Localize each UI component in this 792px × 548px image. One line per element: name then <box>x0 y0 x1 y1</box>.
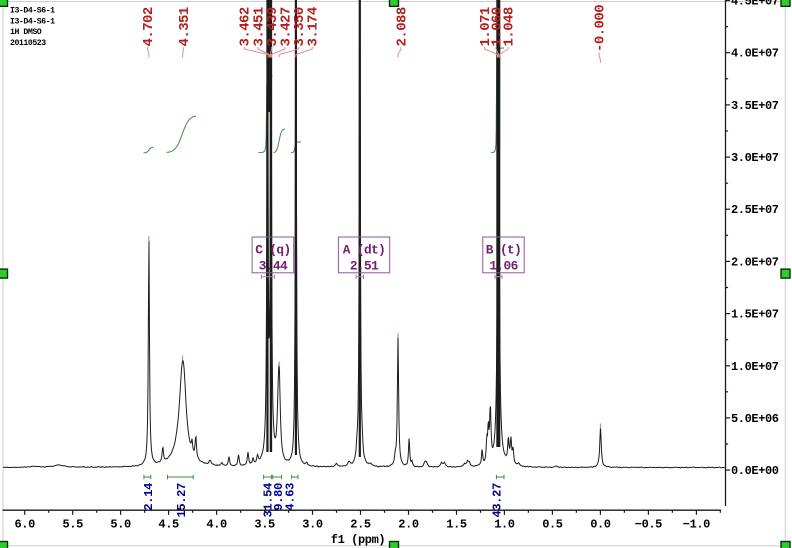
svg-text:1.5E+07: 1.5E+07 <box>731 308 779 322</box>
svg-text:1.5: 1.5 <box>446 518 467 532</box>
svg-text:B (t): B (t) <box>486 242 521 257</box>
svg-text:4.351: 4.351 <box>177 7 193 46</box>
svg-text:5.5: 5.5 <box>62 518 83 532</box>
svg-text:5.0E+06: 5.0E+06 <box>731 412 779 426</box>
svg-text:I3-D4-S6-1: I3-D4-S6-1 <box>10 17 55 26</box>
svg-text:43.27: 43.27 <box>491 483 505 518</box>
svg-text:2.51: 2.51 <box>350 259 379 274</box>
svg-text:4.5: 4.5 <box>158 518 179 532</box>
svg-text:2.088: 2.088 <box>394 7 410 46</box>
svg-text:1.06: 1.06 <box>489 259 517 274</box>
svg-text:C (q): C (q) <box>255 242 290 257</box>
svg-text:1.048: 1.048 <box>501 7 517 46</box>
svg-text:f1 (ppm): f1 (ppm) <box>331 533 385 547</box>
svg-text:3.439: 3.439 <box>265 7 281 46</box>
svg-text:−1.0: −1.0 <box>683 518 710 532</box>
svg-text:3.0E+07: 3.0E+07 <box>731 151 779 165</box>
svg-text:3.427: 3.427 <box>278 7 294 46</box>
svg-text:31.54: 31.54 <box>261 483 275 518</box>
svg-text:5.0: 5.0 <box>110 518 131 532</box>
svg-text:0.0: 0.0 <box>590 518 611 532</box>
svg-text:1.071: 1.071 <box>478 7 494 46</box>
svg-text:2.5: 2.5 <box>350 518 371 532</box>
svg-text:4.5E+07: 4.5E+07 <box>731 0 779 9</box>
svg-text:4.702: 4.702 <box>141 7 157 46</box>
svg-text:2.0: 2.0 <box>398 518 419 532</box>
svg-text:3.462: 3.462 <box>238 7 254 46</box>
svg-text:1.0: 1.0 <box>494 518 515 532</box>
svg-text:A (dt): A (dt) <box>343 242 385 257</box>
svg-text:2.5E+07: 2.5E+07 <box>731 203 779 217</box>
svg-text:1.060: 1.060 <box>489 7 505 46</box>
svg-text:3.5E+07: 3.5E+07 <box>731 99 779 113</box>
svg-text:20110523: 20110523 <box>10 39 46 48</box>
svg-text:4.0E+07: 4.0E+07 <box>731 47 779 61</box>
svg-text:3.350: 3.350 <box>292 7 308 46</box>
svg-text:3.0: 3.0 <box>302 518 323 532</box>
svg-text:4.0: 4.0 <box>206 518 227 532</box>
svg-text:3.451: 3.451 <box>251 7 267 46</box>
svg-text:-0.000: -0.000 <box>592 5 608 52</box>
svg-text:0.0E+00: 0.0E+00 <box>731 464 779 478</box>
svg-text:6.0: 6.0 <box>14 518 35 532</box>
svg-text:3.5: 3.5 <box>254 518 275 532</box>
svg-text:2.0E+07: 2.0E+07 <box>731 255 779 269</box>
svg-text:I3-D4-S6-1: I3-D4-S6-1 <box>10 7 55 16</box>
svg-text:3.44: 3.44 <box>259 259 288 274</box>
svg-text:1H DMSO: 1H DMSO <box>10 28 42 37</box>
svg-text:−0.5: −0.5 <box>635 518 662 532</box>
svg-text:3.174: 3.174 <box>306 7 322 46</box>
svg-text:1.0E+07: 1.0E+07 <box>731 360 779 374</box>
svg-text:0.5: 0.5 <box>542 518 563 532</box>
svg-text:4.63: 4.63 <box>283 483 297 511</box>
svg-text:9.80: 9.80 <box>272 483 286 511</box>
svg-text:2.14: 2.14 <box>142 483 156 511</box>
svg-text:15.27: 15.27 <box>175 483 189 518</box>
